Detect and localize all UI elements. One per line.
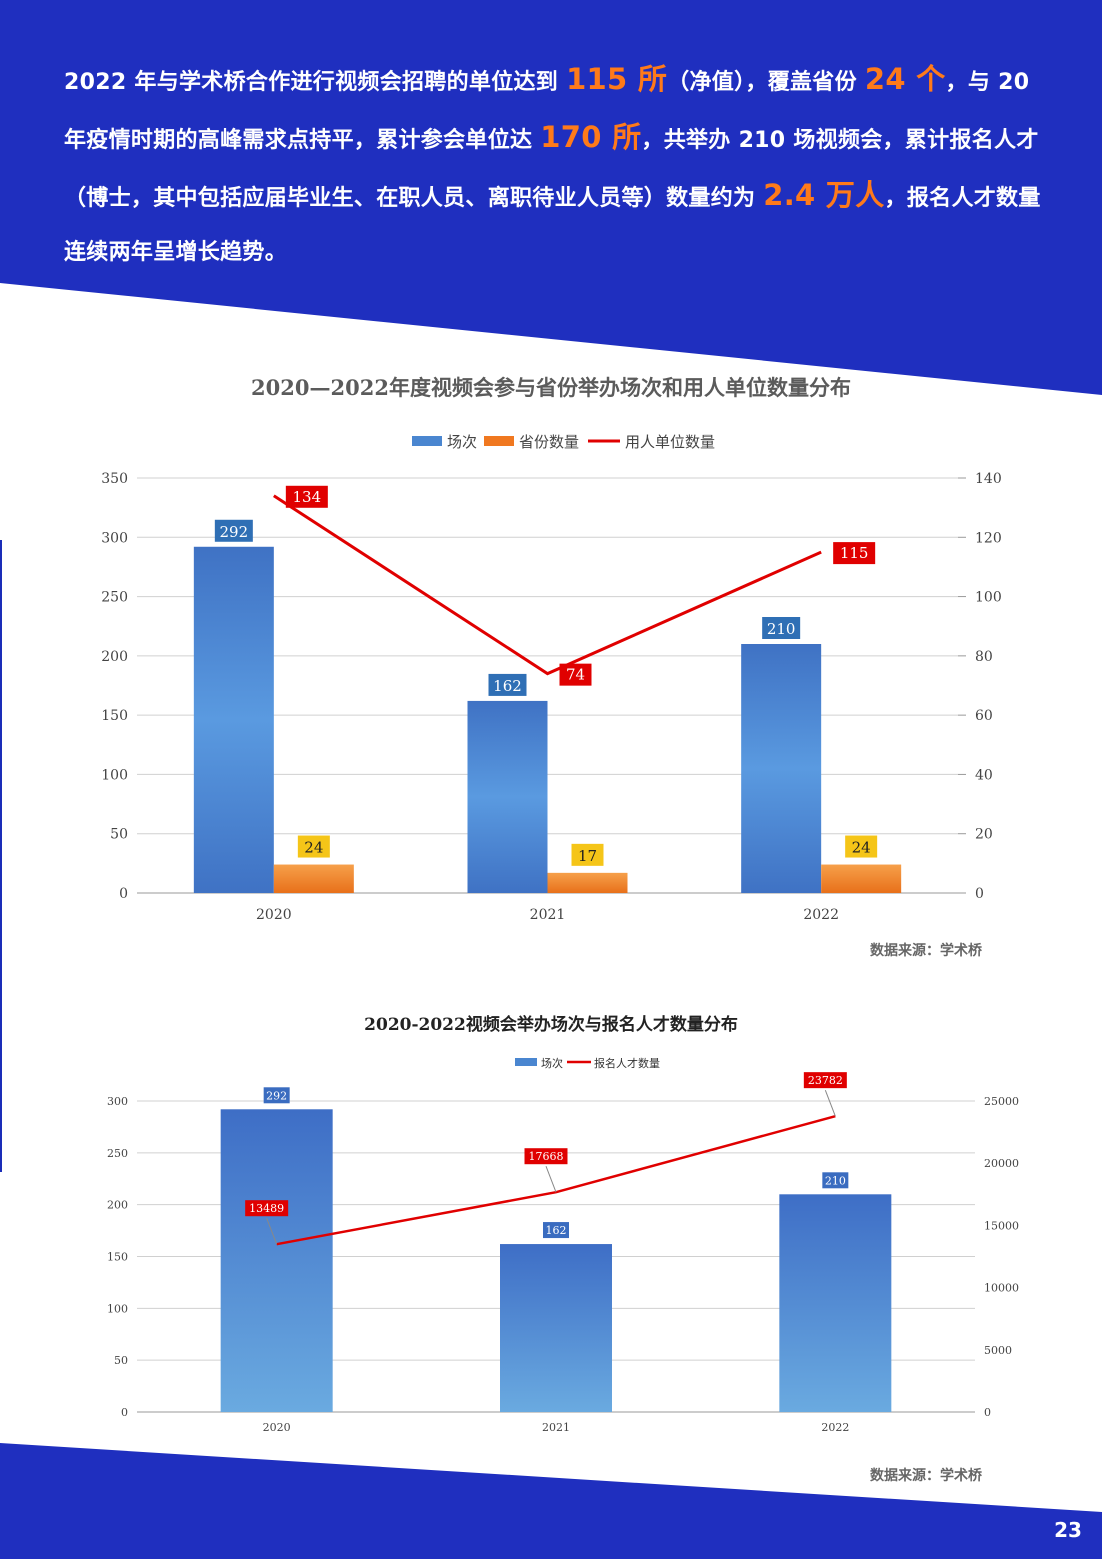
chart1-title: 2020—2022年度视频会参与省份举办场次和用人单位数量分布 xyxy=(251,375,851,400)
highlight-talents: 2.4 万人 xyxy=(763,178,885,212)
top-banner xyxy=(0,0,1102,395)
intro-text-3: ，与 20 年疫情时期的高峰需求点持平，累计参会单位达 xyxy=(64,70,1030,153)
chart2-title: 2020-2022视频会举办场次与报名人才数量分布 xyxy=(364,1015,738,1035)
intro-paragraph: 2022 年与学术桥合作进行视频会招聘的单位达到 115 所（净值），覆盖省份 … xyxy=(64,52,1054,280)
intro-text-4: ，共举办 210 场视频会，累计报名人才（博士，其中包括应届毕业生、在职人员、离… xyxy=(64,128,1039,211)
chart1-source: 数据来源：学术桥 xyxy=(870,943,982,959)
chart2-source: 数据来源：学术桥 xyxy=(870,1468,982,1484)
side-accent-line xyxy=(0,540,2,1172)
intro-text-2: （净值），覆盖省份 xyxy=(667,70,865,95)
highlight-units: 115 所 xyxy=(566,62,668,96)
intro-text-5: ，报名人才数量连续两年呈增长趋势。 xyxy=(64,186,1041,265)
intro-text-1: 2022 年与学术桥合作进行视频会招聘的单位达到 xyxy=(64,70,567,95)
bottom-banner xyxy=(0,1443,1102,1559)
highlight-total-units: 170 所 xyxy=(540,120,642,154)
highlight-provinces: 24 个 xyxy=(864,62,946,96)
page-number: 23 xyxy=(1054,1518,1082,1542)
